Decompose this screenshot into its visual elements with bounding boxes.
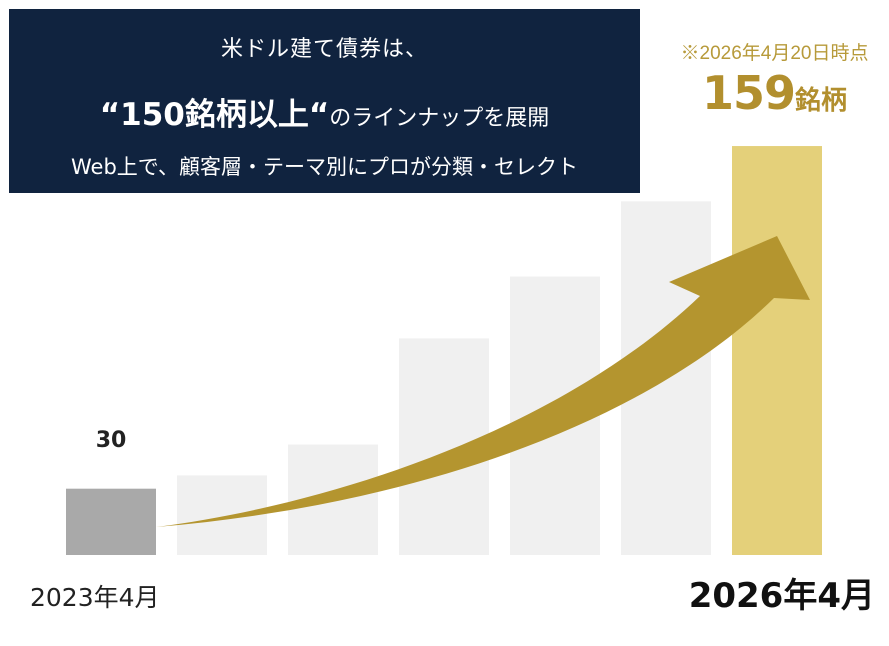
issue-count: 159銘柄: [660, 66, 889, 120]
banner-emphasis: “150銘柄以上“: [99, 97, 330, 133]
banner-line-2: “150銘柄以上“のラインナップを展開: [9, 89, 640, 134]
bar-7: [732, 146, 822, 556]
banner-line-3: Web上で、顧客層・テーマ別にプロが分類・セレクト: [71, 155, 578, 179]
bar-1: [66, 488, 156, 555]
as-of-date-note: ※2026年4月20日時点: [680, 43, 869, 64]
issue-count-number: 159: [701, 66, 796, 120]
first-bar-data-label: 30: [95, 428, 127, 453]
x-tick-label-end: 2026年4月: [688, 576, 875, 616]
x-tick-label-start: 2023年4月: [30, 583, 160, 612]
growth-arrow: [156, 236, 810, 527]
headline-banner: 米ドル建て債券は、 “150銘柄以上“のラインナップを展開 Web上で、顧客層・…: [9, 9, 640, 193]
banner-line-2-rest: のラインナップを展開: [329, 106, 550, 131]
issue-count-unit: 銘柄: [795, 86, 848, 116]
banner-line-1: 米ドル建て債券は、: [220, 37, 428, 62]
